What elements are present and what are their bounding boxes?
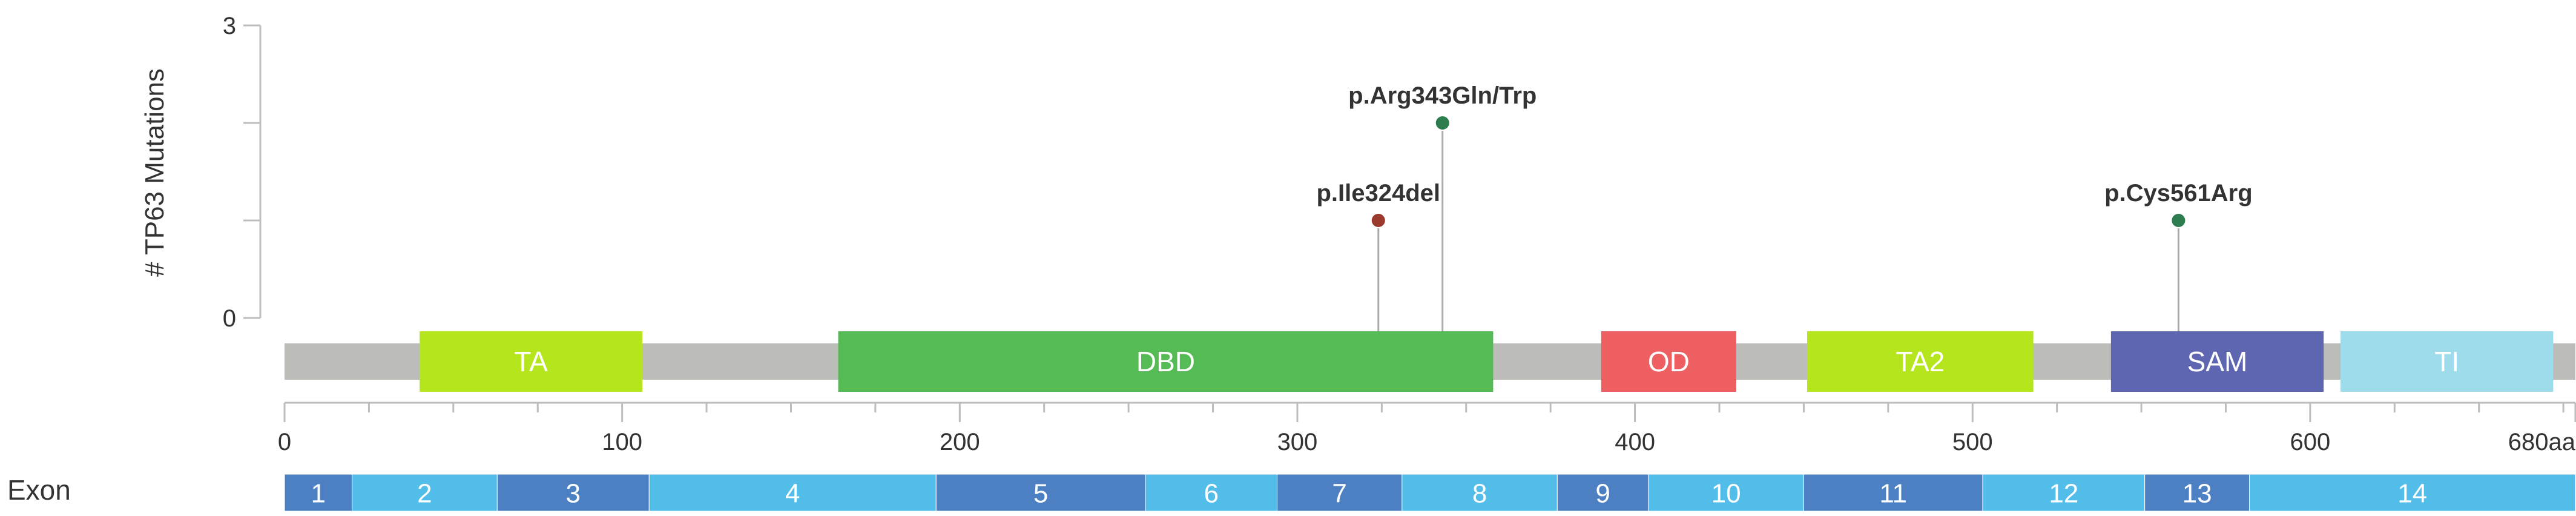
mutation-label: p.Arg343Gln/Trp <box>1348 82 1537 109</box>
exon-label: 3 <box>566 479 581 509</box>
domain-od <box>1601 331 1736 392</box>
mutation-dot <box>2170 213 2187 228</box>
exon-segment <box>935 474 1146 512</box>
x-tick-label: 100 <box>602 429 642 455</box>
exon-label: 5 <box>1033 479 1048 509</box>
exon-label: 1 <box>311 479 326 509</box>
mutation-dot <box>1370 213 1386 228</box>
exon-row-label: Exon <box>7 474 71 506</box>
x-tick-label: 300 <box>1277 429 1318 455</box>
y-tick-label: 0 <box>223 305 236 332</box>
exon-label: 4 <box>785 479 800 509</box>
y-tick-label: 3 <box>223 13 236 39</box>
exon-label: 7 <box>1332 479 1346 509</box>
domain-dbd <box>838 331 1494 392</box>
domain-ta <box>420 331 643 392</box>
exon-label: 11 <box>1879 479 1907 509</box>
exon-label: 13 <box>2182 479 2212 509</box>
exon-segment <box>1276 474 1403 512</box>
exon-segment <box>1803 474 1983 512</box>
exon-label: 2 <box>417 479 432 509</box>
exon-label: 9 <box>1595 479 1610 509</box>
exon-segment <box>1402 474 1558 512</box>
domain-ta2 <box>1807 331 2034 392</box>
exon-segment <box>284 474 353 512</box>
exon-label: 14 <box>2397 479 2427 509</box>
x-tick-label: 400 <box>1615 429 1655 455</box>
exon-segment <box>1648 474 1804 512</box>
exon-segment <box>648 474 937 512</box>
exon-segment <box>2144 474 2250 512</box>
exon-segment <box>1982 474 2146 512</box>
exon-segment <box>2249 474 2576 512</box>
domain-label: DBD <box>1136 346 1195 377</box>
exon-segment <box>496 474 650 512</box>
domain-label: TA2 <box>1896 346 1945 377</box>
exon-label: 12 <box>2049 479 2078 509</box>
exon-label: 10 <box>1711 479 1741 509</box>
exon-segment <box>1556 474 1649 512</box>
domain-sam <box>2110 331 2324 392</box>
domain-label: OD <box>1648 346 1690 377</box>
exon-label: 6 <box>1204 479 1218 509</box>
mutation-dot <box>1434 115 1451 131</box>
domain-label: SAM <box>2187 346 2248 377</box>
exon-segment <box>352 474 498 512</box>
x-tick-label: 0 <box>278 429 291 455</box>
domain-label: TA <box>514 346 548 377</box>
exon-segment <box>1145 474 1277 512</box>
exon-label: 8 <box>1472 479 1487 509</box>
y-axis-label: # TP63 Mutations <box>140 68 170 277</box>
x-tick-label: 200 <box>940 429 980 455</box>
domain-label: TI <box>2434 346 2459 377</box>
x-tick-label: 680aa <box>2508 429 2576 455</box>
mutation-label: p.Ile324del <box>1316 180 1440 207</box>
domain-ti <box>2340 331 2554 392</box>
x-tick-label: 500 <box>1952 429 1993 455</box>
mutation-label: p.Cys561Arg <box>2104 180 2253 207</box>
x-tick-label: 600 <box>2290 429 2331 455</box>
